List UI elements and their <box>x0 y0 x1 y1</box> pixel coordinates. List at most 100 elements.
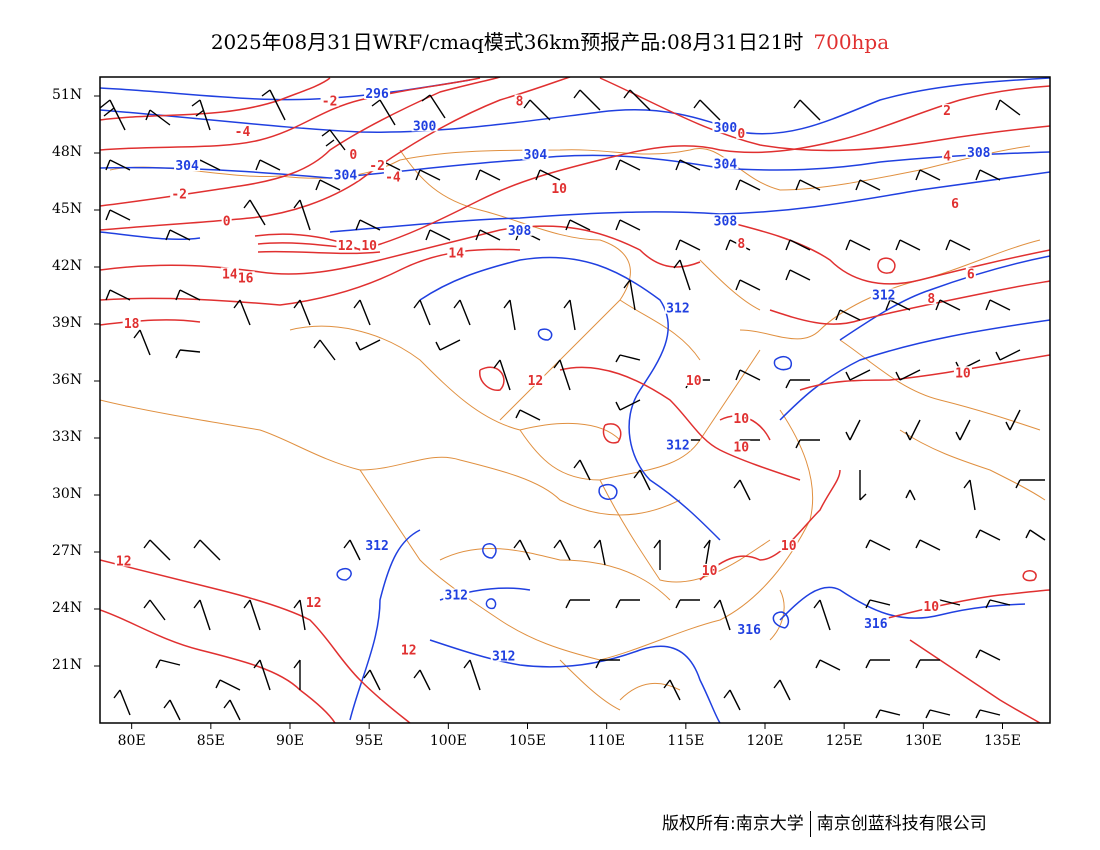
temperature-label-bg <box>526 373 545 386</box>
temperature-label: 16 <box>238 271 254 286</box>
temperature-label: 8 <box>737 237 745 252</box>
temperature-label: -2 <box>171 188 187 203</box>
temperature-label-bg <box>779 539 798 552</box>
lat-label: 24N <box>52 600 83 616</box>
temperature-contours <box>100 77 1050 723</box>
height-label-bg <box>664 301 691 314</box>
temperature-label: 8 <box>927 292 935 307</box>
height-label-bg <box>712 214 739 227</box>
temperature-label-bg <box>926 292 937 305</box>
temperature-label: -4 <box>235 125 251 140</box>
temperature-label-bg <box>221 214 232 227</box>
height-label-bg <box>411 119 438 132</box>
height-label: 304 <box>524 148 548 163</box>
temperature-label: 6 <box>967 268 975 283</box>
temperature-label: 10 <box>733 412 749 427</box>
temperature-label-bg <box>170 187 189 200</box>
map-title: 2025年08月31日WRF/cmaq模式36km预报产品:08月31日21时 7… <box>0 26 1100 55</box>
height-label: 304 <box>334 169 358 184</box>
height-label-bg <box>712 121 739 134</box>
temperature-label: 12 <box>528 374 544 389</box>
height-label: 304 <box>714 157 738 172</box>
lat-label: 33N <box>52 429 83 445</box>
temperature-label: -2 <box>322 95 338 110</box>
temperature-label-bg <box>399 643 418 656</box>
height-label-bg <box>736 622 763 635</box>
temperature-label-bg <box>236 271 255 284</box>
height-label-bg <box>332 168 359 181</box>
temperature-label-bg <box>942 104 953 117</box>
temperature-label-bg <box>965 267 976 280</box>
temperature-label: 10 <box>686 374 702 389</box>
wind-barbs <box>100 89 1046 721</box>
lat-label: 51N <box>52 87 83 103</box>
temperature-label-bg <box>360 239 379 251</box>
temperature-label-bg <box>736 126 747 139</box>
temperature-label: 10 <box>702 564 718 579</box>
temperature-label: -2 <box>369 159 385 174</box>
lat-label: 27N <box>52 543 83 559</box>
plot-frame <box>99 76 1051 724</box>
height-label-bg <box>443 588 470 601</box>
temperature-label: 12 <box>401 644 417 659</box>
height-contour-labels: 296 300 304 304 304 300 304 308 308 308 312 312 312 3… <box>174 87 992 664</box>
temperature-label-bg <box>320 94 339 107</box>
lat-label: 48N <box>52 144 83 160</box>
height-label-bg <box>490 649 517 662</box>
lon-label: 125E <box>825 733 863 749</box>
temperature-label-bg <box>368 159 387 172</box>
lon-label: 100E <box>429 733 467 749</box>
height-label: 316 <box>864 617 888 632</box>
lon-label: 130E <box>904 733 942 749</box>
height-label-bg <box>506 223 533 236</box>
height-label: 312 <box>492 649 515 664</box>
height-label-bg <box>664 438 691 451</box>
height-label-bg <box>712 157 739 170</box>
height-label: 300 <box>413 119 437 134</box>
temperature-label: 10 <box>361 239 377 254</box>
temperature-label-bg <box>336 239 355 251</box>
temperature-label: -4 <box>385 171 401 186</box>
height-label: 312 <box>666 439 689 454</box>
height-label-bg <box>870 288 897 301</box>
lon-label: 115E <box>667 733 705 749</box>
temperature-label-bg <box>950 197 960 210</box>
temperature-label-bg <box>732 411 751 424</box>
lat-label: 45N <box>52 201 83 217</box>
copyright-owner-1: 版权所有:南京大学 <box>662 814 804 834</box>
temperature-label: 10 <box>733 440 749 455</box>
temperature-label-bg <box>114 554 133 567</box>
temperature-label: 2 <box>943 104 951 119</box>
lon-label: 85E <box>196 733 225 749</box>
axis-ticks <box>94 95 1003 729</box>
temperature-label-bg <box>304 596 323 609</box>
lon-label: 80E <box>117 733 146 749</box>
temperature-label: 0 <box>737 127 745 142</box>
height-label: 300 <box>714 121 738 136</box>
height-label-bg <box>862 617 889 630</box>
temperature-label: 12 <box>116 554 132 569</box>
temperature-label-bg <box>684 373 703 386</box>
temperature-label-bg <box>348 147 359 160</box>
height-label: 296 <box>365 87 389 102</box>
temperature-label-bg <box>922 600 941 612</box>
temperature-label-bg <box>514 94 525 107</box>
height-label: 312 <box>365 539 388 554</box>
temperature-label: 0 <box>223 214 231 229</box>
temperature-label: 14 <box>448 247 464 262</box>
temperature-label: 12 <box>306 596 322 611</box>
lat-label: 30N <box>52 486 83 502</box>
temperature-label: 14 <box>222 268 238 283</box>
title-main: 2025年08月31日WRF/cmaq模式36km预报产品:08月31日21时 <box>210 30 804 54</box>
temperature-label: 18 <box>124 317 140 332</box>
temperature-label-bg <box>220 267 239 280</box>
temperature-label: 10 <box>551 182 567 197</box>
height-label: 304 <box>175 159 199 174</box>
copyright-notice: 版权所有:南京大学 南京创蓝科技有限公司 <box>662 809 987 837</box>
temperature-label-bg <box>732 440 751 453</box>
height-label-bg <box>364 87 391 99</box>
copyright-owner-2: 南京创蓝科技有限公司 <box>816 814 987 834</box>
height-contours <box>100 77 1050 723</box>
lon-label: 105E <box>509 733 546 749</box>
